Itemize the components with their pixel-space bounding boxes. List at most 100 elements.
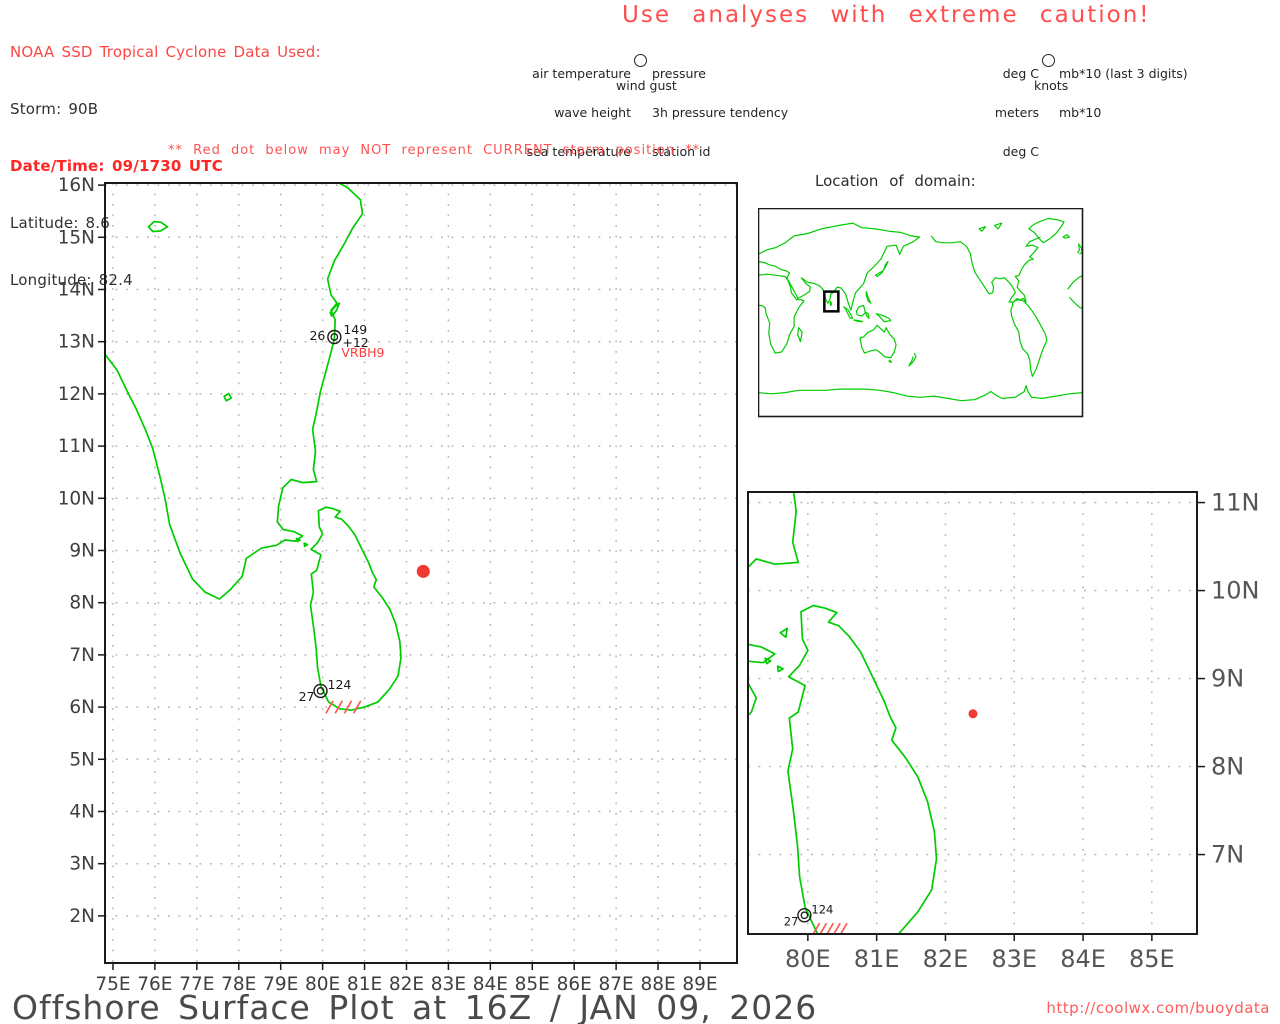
australia-coastline (859, 324, 897, 359)
red-hatch-marks (325, 700, 362, 714)
station-circle-icon (1042, 54, 1055, 67)
lon-tick-label: 87E (599, 974, 634, 995)
unit-mb-last3: mb*10 (last 3 digits) (1059, 66, 1188, 81)
lon-tick-label: 75E (95, 974, 130, 995)
lon-tick-label: 84E (473, 974, 508, 995)
africa-west-coastline (1067, 274, 1084, 290)
red-hatch-marks (812, 922, 848, 935)
antarctica-coastline (758, 385, 1084, 402)
storm-name: Storm: 90B (10, 100, 99, 118)
station-marker: 27 124 (299, 677, 352, 704)
lon-tick-label: 83E (431, 974, 466, 995)
axis-ticks (807, 501, 1205, 941)
lon-tick-label: 81E (854, 945, 900, 973)
station-model-legend-left: air temperature wave height sea temperat… (430, 41, 631, 184)
graticule (748, 492, 1197, 934)
graticule (105, 183, 737, 963)
sulawesi-coastline (864, 311, 870, 319)
units-legend-right: mb*10 (last 3 digits) mb*10 (1059, 41, 1188, 145)
lon-tick-label: 82E (389, 974, 424, 995)
station-pressure: 124 (328, 677, 352, 692)
station-id: VRBH9 (341, 345, 384, 360)
pulicat-lagoon (329, 302, 341, 317)
station-pressure: 124 (811, 902, 833, 916)
lat-tick-label: 9N (1211, 665, 1244, 693)
lat-tick-label: 11N (1211, 489, 1260, 517)
station-model-legend-right: pressure 3h pressure tendency station id (652, 41, 788, 184)
station-circle-icon (634, 54, 647, 67)
station-pressure-tendency: +12 (342, 335, 368, 350)
axis-labels: 80E 81E 82E 83E 84E 85E 11N 10N 9N 8N 7N (785, 489, 1259, 973)
coastlines (748, 492, 938, 934)
station-marker: 27 124 (784, 902, 834, 928)
palk-islet-1 (295, 537, 301, 543)
legend-station-id: station id (652, 144, 711, 159)
unit-mb: mb*10 (1059, 105, 1102, 120)
lat-tick-label: 8N (1211, 753, 1244, 781)
inset-frame (758, 208, 1084, 418)
arctic-island-2 (993, 222, 1003, 230)
philippines-coastline (865, 291, 872, 304)
station-air-temp: 27 (299, 689, 315, 704)
inset-title: Location of domain: (815, 172, 976, 190)
lon-tick-label: 80E (785, 945, 831, 973)
lake-1 (147, 220, 169, 233)
newzealand-coastline (908, 352, 917, 367)
lon-tick-label: 80E (305, 974, 340, 995)
lon-tick-label: 88E (640, 974, 675, 995)
unit-deg-c-air: deg C (1002, 66, 1039, 81)
legend-wind-gust: wind gust (616, 78, 677, 93)
coastlines (105, 183, 402, 712)
station-circle-icon (330, 333, 339, 341)
storm-latitude: Latitude: 8.6 (10, 214, 111, 232)
station-air-temp: 26 (309, 328, 325, 343)
india-coastline (748, 492, 800, 664)
lat-tick-label: 11N (60, 436, 95, 457)
sumatra-coastline (843, 306, 854, 319)
lon-tick-label: 89E (682, 974, 717, 995)
arctic-island-1 (978, 226, 987, 232)
unit-meters: meters (994, 105, 1039, 120)
uk-coastline (1077, 243, 1083, 255)
station-pressure: 149 (343, 322, 367, 337)
station-circle-icon (797, 908, 812, 923)
map-frame (104, 182, 738, 964)
africa-west2-coastline (1069, 296, 1083, 309)
delft-island (779, 627, 789, 639)
unit-deg-c-sea: deg C (1002, 144, 1039, 159)
source-url: http://coolwx.com/buoydata (1046, 999, 1270, 1017)
lat-tick-label: 13N (60, 332, 95, 353)
station-circle-icon (327, 329, 342, 345)
lat-tick-label: 10N (60, 488, 95, 509)
palk-islet-1 (764, 657, 772, 665)
northamerica-coastline (930, 235, 1041, 303)
legend-pressure: pressure (652, 66, 706, 81)
iceland-coastline (1062, 234, 1071, 239)
lat-tick-label: 9N (69, 540, 95, 561)
legend-sea-temperature: sea temperature (526, 144, 631, 159)
srilanka-coastline (787, 604, 938, 934)
palk-islet-2 (776, 665, 784, 673)
lon-tick-label: 81E (347, 974, 382, 995)
world-location-inset (758, 208, 1084, 418)
lat-tick-label: 10N (1211, 577, 1260, 605)
world-coastlines (758, 217, 1084, 402)
madagascar-coastline (797, 327, 803, 343)
india-coastline (105, 183, 364, 600)
legend-pressure-tendency: 3h pressure tendency (652, 105, 789, 120)
lat-tick-label: 7N (69, 645, 95, 666)
lat-tick-label: 8N (69, 593, 95, 614)
lon-tick-label: 84E (1060, 945, 1106, 973)
lat-tick-label: 4N (69, 801, 95, 822)
axis-ticks (98, 184, 701, 970)
java-coastline (853, 319, 864, 323)
lon-tick-label: 85E (515, 974, 550, 995)
eurasia-coastline (758, 222, 921, 311)
lon-tick-label: 78E (221, 974, 256, 995)
storm-position-dot (968, 709, 978, 719)
lat-tick-label: 5N (69, 749, 95, 770)
lon-tick-label: 77E (179, 974, 214, 995)
